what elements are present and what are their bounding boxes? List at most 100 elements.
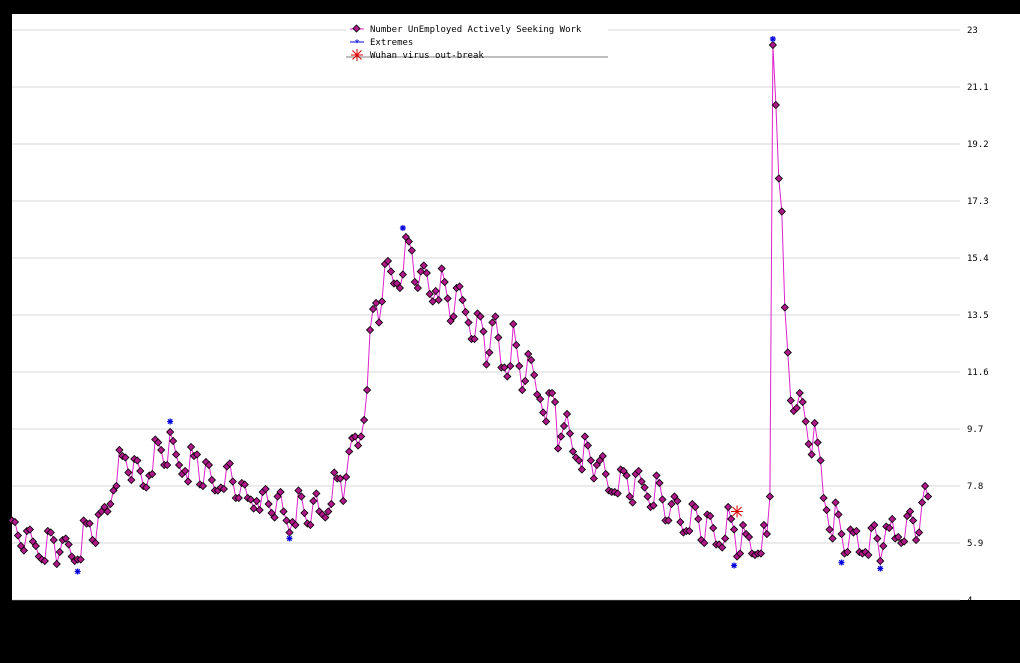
series-point — [228, 477, 237, 486]
series-point — [640, 483, 649, 492]
series-point — [801, 417, 810, 426]
series-point — [721, 534, 730, 543]
series-point — [40, 556, 49, 566]
series-point — [327, 499, 336, 509]
series-point — [174, 460, 184, 470]
series-point — [870, 520, 879, 530]
series-point — [46, 528, 55, 537]
series-point — [249, 504, 258, 513]
series-point — [404, 237, 413, 246]
series-point — [115, 445, 124, 455]
series-point — [192, 450, 202, 459]
series-point — [724, 502, 733, 512]
series-point — [700, 538, 709, 548]
series-point — [768, 40, 777, 50]
x-tick-label: 2011 — [436, 605, 446, 627]
series-point — [124, 468, 133, 477]
series-point — [55, 547, 64, 557]
series-point — [909, 516, 918, 525]
series-point — [685, 526, 694, 536]
extreme-point — [731, 562, 738, 569]
y-tick-label: 23 — [967, 26, 978, 36]
legend-extremes-label: Extremes — [370, 38, 413, 48]
series-point — [798, 397, 807, 407]
series-point — [437, 264, 446, 273]
series-point — [589, 474, 598, 483]
series-point — [166, 427, 175, 437]
series-point — [180, 466, 190, 476]
series-point — [652, 471, 661, 480]
series-point — [694, 514, 703, 524]
series-point — [351, 432, 360, 441]
series-point — [822, 505, 831, 515]
series-point — [542, 417, 551, 426]
x-tick-label: 2002 — [113, 605, 123, 627]
series-point — [586, 456, 595, 465]
series-point — [112, 481, 121, 491]
series-point — [580, 432, 589, 441]
series-point — [837, 529, 846, 539]
series-point — [729, 525, 739, 534]
series-point — [52, 559, 61, 569]
y-tick-label: 5.9 — [967, 539, 983, 549]
plot-area — [12, 14, 1020, 600]
series-point — [917, 498, 927, 507]
series-point — [306, 520, 315, 530]
series-point — [792, 403, 801, 413]
series-point — [154, 438, 163, 447]
x-tick-label: 2023 — [865, 605, 875, 627]
series-point — [419, 261, 428, 270]
series-point — [127, 475, 136, 485]
x-tick-label: 2018 — [686, 605, 696, 627]
series-point — [207, 475, 217, 485]
x-tick-label: 2000 — [42, 605, 52, 627]
series-point — [634, 466, 643, 476]
series-point — [133, 456, 142, 465]
series-point — [726, 514, 736, 524]
legend-event-label: Wuhan virus out-break — [370, 51, 484, 61]
series-point — [103, 507, 112, 516]
series-point — [500, 363, 509, 372]
series-point — [667, 499, 676, 509]
series-point — [556, 432, 566, 441]
x-tick-label: 2010 — [400, 605, 410, 627]
series-point — [825, 525, 834, 534]
legend-event-swatch-star — [351, 49, 363, 61]
series-point — [13, 531, 23, 540]
x-tick-label: 2013 — [507, 605, 517, 627]
series-point — [894, 532, 903, 542]
series-point — [735, 549, 745, 558]
series-point — [431, 286, 440, 296]
extreme-point — [286, 535, 293, 542]
series-point — [377, 297, 387, 306]
series-point — [583, 441, 592, 450]
series-point — [625, 492, 634, 501]
extreme-point — [877, 565, 884, 572]
series-point — [422, 268, 431, 278]
series-point — [509, 319, 518, 329]
series-point — [91, 538, 100, 548]
series-point — [771, 100, 780, 110]
series-point — [553, 444, 563, 453]
series-point — [738, 520, 748, 530]
series-point — [440, 277, 449, 287]
series-point — [31, 541, 40, 551]
series-point — [362, 385, 372, 395]
series-point — [777, 207, 786, 216]
y-tick-label: 17.3 — [967, 197, 989, 207]
series-point — [252, 496, 261, 506]
x-tick-label: 2007 — [292, 605, 302, 627]
series-point — [121, 453, 130, 462]
series-point — [539, 408, 548, 417]
series-point — [186, 442, 196, 452]
x-tick-label: 2017 — [651, 605, 661, 627]
series-point — [488, 318, 497, 327]
series-point — [297, 492, 306, 501]
series-point — [321, 513, 330, 522]
x-tick-label: 2003 — [149, 605, 159, 627]
y-tick-label: 15.4 — [967, 254, 989, 264]
series-point — [172, 450, 181, 459]
series-point — [225, 459, 234, 468]
series-point — [449, 312, 458, 321]
